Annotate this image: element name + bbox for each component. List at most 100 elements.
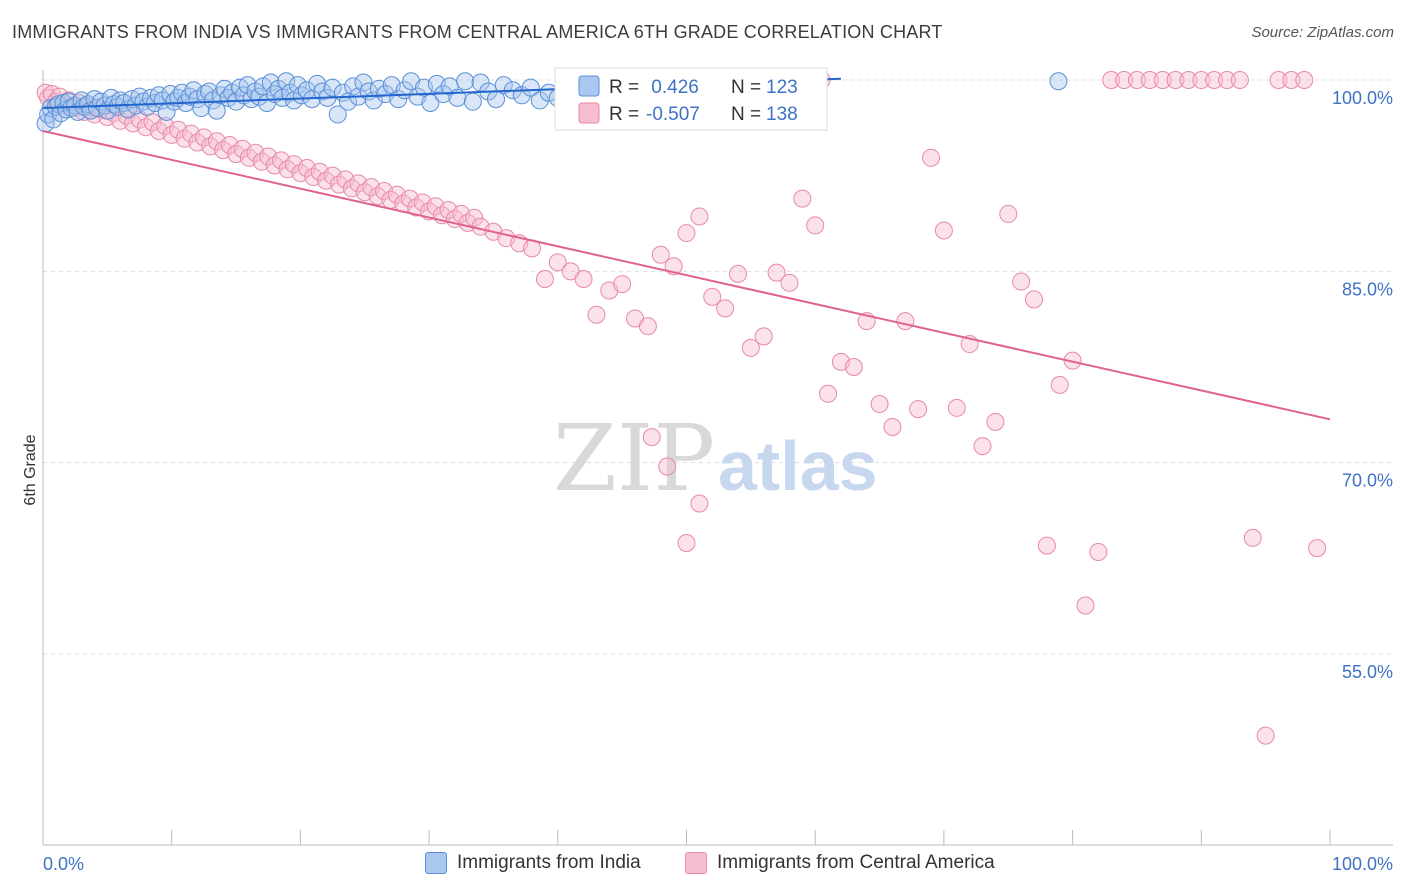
chart-title: IMMIGRANTS FROM INDIA VS IMMIGRANTS FROM… (12, 22, 943, 42)
watermark-zip: ZIP (553, 405, 715, 512)
central-america-point-137 (690, 494, 709, 513)
central-america-point-120 (1102, 71, 1121, 89)
central-america-point-84 (638, 317, 657, 336)
central-america-point-90 (716, 299, 735, 318)
central-america-point-111 (986, 412, 1005, 431)
india-point-78 (323, 78, 342, 97)
legend-india-swatch-bottom (425, 852, 447, 874)
legend-box (554, 67, 828, 131)
india-point-44 (184, 81, 203, 100)
watermark: ZIP atlas (553, 405, 878, 512)
india-point-84 (354, 73, 373, 92)
central-america-point-124 (1153, 71, 1172, 89)
legend-india-r-label: R = (609, 77, 639, 98)
central-america-point-80 (587, 305, 606, 324)
x-ticks (42, 830, 1331, 845)
central-america-point-98 (819, 384, 838, 403)
central-america-point-93 (754, 327, 773, 346)
central-america-point-132 (1256, 726, 1275, 745)
central-america-point-116 (1050, 375, 1069, 394)
central-america-point-127 (1192, 71, 1211, 89)
india-point-109 (530, 91, 549, 110)
legend-ca-r-label: R = (609, 104, 639, 125)
central-america-point-102 (870, 394, 889, 413)
central-america-point-94 (767, 263, 786, 282)
legend-ca-r-value: -0.507 (646, 104, 700, 125)
central-america-point-123 (1140, 71, 1159, 89)
legend-india-swatch (578, 75, 600, 97)
central-america-point-107 (934, 221, 953, 240)
central-america-point-82 (613, 275, 632, 294)
india-point-68 (277, 72, 296, 91)
central-america-point-128 (1205, 71, 1224, 89)
central-america-point-103 (883, 417, 902, 436)
central-america-point-140 (642, 428, 661, 447)
central-america-point-139 (658, 457, 677, 476)
central-america-point-135 (1295, 71, 1314, 89)
legend-ca-n-label: N = (731, 104, 761, 125)
y-tick-label-55: 55.0% (1342, 662, 1393, 682)
x-tick-label-0: 0.0% (43, 854, 84, 874)
india-point-58 (238, 76, 257, 95)
india-point-105 (494, 76, 513, 95)
y-tick-label-85: 85.0% (1342, 279, 1393, 299)
central-america-point-105 (909, 400, 928, 419)
central-america-point-92 (741, 338, 760, 357)
legend-item-central-america: Immigrants from Central America (685, 852, 995, 874)
legend-india-r-value: 0.426 (646, 77, 699, 98)
central-america-point-77 (548, 253, 567, 272)
legend-bottom: Immigrants from India Immigrants from Ce… (0, 850, 1406, 880)
central-america-point-89 (703, 287, 722, 306)
india-point-71 (288, 76, 307, 95)
central-america-point-104 (896, 312, 915, 331)
chart-source: Source: ZipAtlas.com (1251, 24, 1394, 41)
y-tick-label-100: 100.0% (1332, 88, 1393, 108)
central-america-point-79 (574, 269, 593, 288)
legend-india-n-label: N = (731, 77, 761, 98)
india-point-108 (521, 78, 540, 97)
central-america-point-97 (806, 216, 825, 235)
legend-ca-label: Immigrants from Central America (717, 852, 995, 873)
y-axis-label: 6th Grade (22, 434, 39, 505)
y-tick-labels: 100.0% 85.0% 70.0% 55.0% (1332, 88, 1393, 682)
watermark-atlas: atlas (718, 427, 878, 505)
legend-top: R = 0.426 N = 123 R = -0.507 N = 138 (554, 67, 828, 131)
axes (42, 70, 1393, 846)
central-america-point-130 (1230, 71, 1249, 89)
india-point-64 (261, 73, 280, 92)
central-america-point-85 (651, 245, 670, 264)
central-america-point-129 (1218, 71, 1237, 89)
central-america-trend-line (42, 130, 1331, 421)
india-point-79 (328, 105, 347, 124)
central-america-point-115 (1037, 536, 1056, 555)
central-america-point-134 (1282, 71, 1301, 89)
central-america-point-76 (535, 269, 554, 288)
legend-india-n-value: 123 (766, 77, 798, 98)
india-point-48 (200, 82, 219, 101)
india-point-66 (269, 79, 288, 98)
y-tick-label-70: 70.0% (1342, 471, 1393, 491)
legend-ca-swatch (578, 102, 600, 124)
central-america-point-70 (465, 208, 484, 227)
india-point-122 (1049, 72, 1068, 91)
central-america-point-91 (728, 264, 747, 283)
central-america-point-95 (780, 273, 799, 292)
central-america-point-108 (947, 398, 966, 417)
central-america-point-125 (1166, 71, 1185, 89)
central-america-point-96 (793, 189, 812, 208)
central-america-point-112 (999, 204, 1018, 223)
central-america-point-133 (1269, 71, 1288, 89)
central-america-point-114 (1024, 290, 1043, 309)
central-america-point-119 (1089, 542, 1108, 561)
central-america-point-113 (1012, 272, 1031, 291)
legend-ca-n-value: 138 (766, 104, 798, 125)
india-point-100 (456, 72, 475, 91)
legend-item-india: Immigrants from India (425, 852, 641, 874)
central-america-point-136 (1308, 539, 1327, 558)
central-america-point-121 (1115, 71, 1134, 89)
central-america-point-110 (973, 437, 992, 456)
india-point-101 (463, 92, 482, 111)
central-america-point-122 (1127, 71, 1146, 89)
central-america-point-88 (690, 207, 709, 226)
